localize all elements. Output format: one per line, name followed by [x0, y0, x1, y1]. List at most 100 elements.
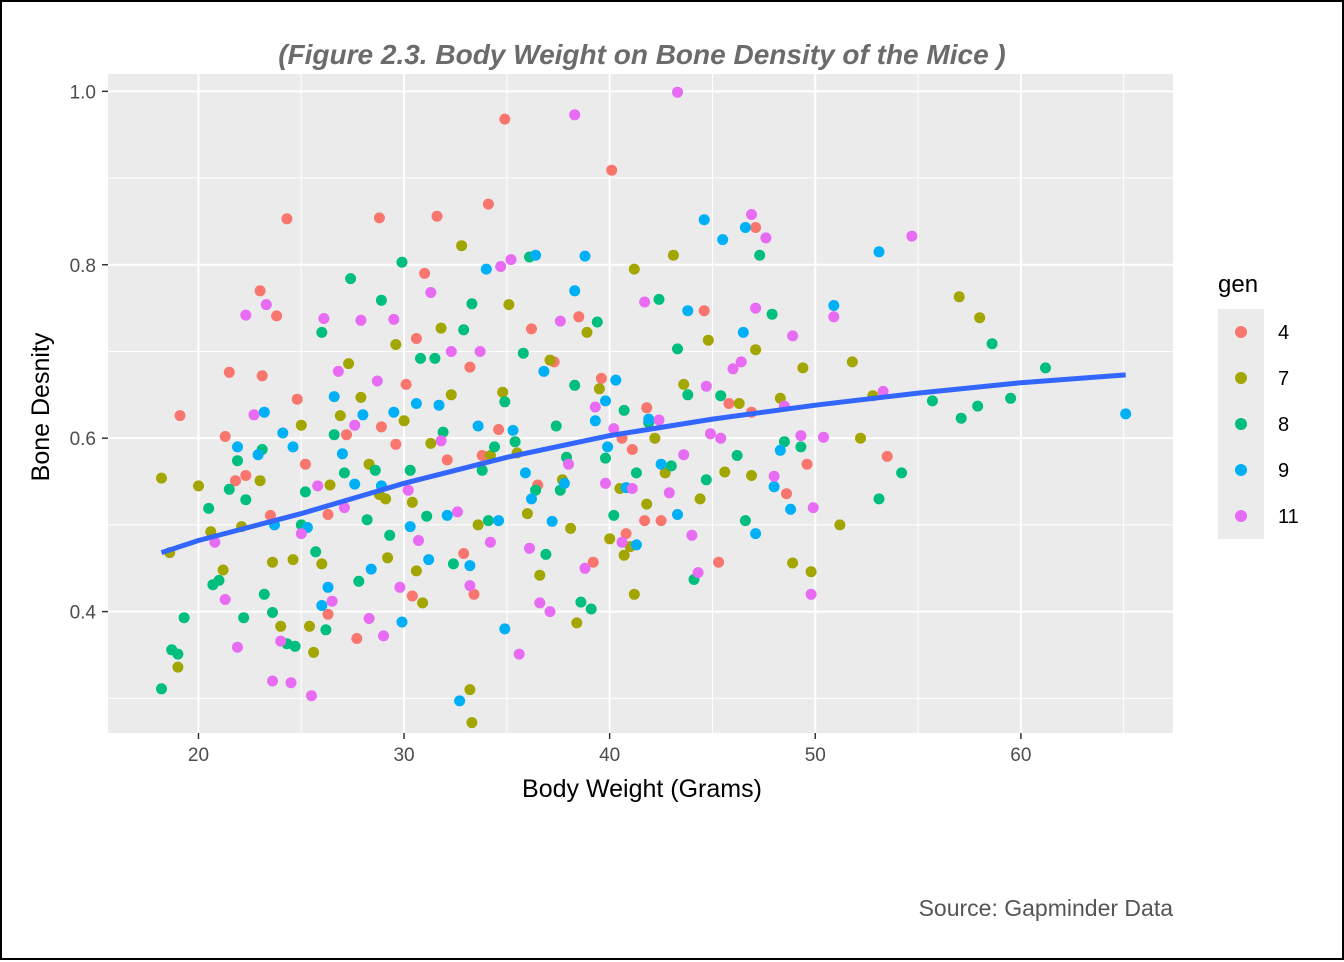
scatter-point	[672, 343, 683, 355]
scatter-point	[380, 493, 392, 505]
scatter-point	[805, 588, 817, 600]
scatter-point	[795, 430, 807, 442]
scatter-point	[544, 354, 556, 366]
scatter-point	[768, 470, 780, 482]
scatter-point	[351, 633, 363, 644]
scatter-point	[213, 574, 225, 586]
scatter-point	[252, 449, 264, 461]
scatter-point	[628, 588, 640, 600]
scatter-point	[649, 432, 661, 444]
scatter-point	[172, 648, 184, 660]
scatter-point	[499, 623, 511, 635]
scatter-point	[737, 326, 749, 338]
legend-title: gen	[1218, 271, 1258, 298]
scatter-point	[818, 431, 829, 443]
scatter-point	[573, 311, 585, 323]
scatter-point	[558, 477, 570, 489]
scatter-point	[256, 370, 268, 382]
scatter-point	[295, 528, 307, 540]
scatter-point	[571, 617, 583, 629]
scatter-point	[739, 222, 751, 233]
scatter-point	[493, 424, 505, 435]
legend-key	[1235, 510, 1247, 522]
scatter-point	[394, 581, 406, 593]
scatter-point	[341, 429, 352, 441]
scatter-point	[285, 677, 297, 689]
scatter-point	[410, 398, 422, 409]
scatter-point	[363, 613, 375, 624]
scatter-point	[896, 467, 908, 479]
scatter-point	[349, 478, 361, 490]
legend-key	[1235, 418, 1247, 430]
scatter-point	[550, 420, 562, 432]
scatter-point	[316, 326, 328, 338]
legend-label: 11	[1278, 506, 1299, 528]
scatter-point	[476, 464, 488, 476]
scatter-point	[489, 441, 500, 453]
scatter-point	[499, 113, 511, 125]
scatter-point	[410, 565, 422, 577]
scatter-point	[700, 474, 712, 486]
scatter-point	[466, 717, 478, 729]
scatter-point	[569, 285, 581, 297]
scatter-point	[353, 575, 365, 587]
scatter-point	[750, 528, 762, 540]
scatter-point	[458, 324, 470, 336]
y-tick-label: 0.8	[70, 256, 96, 277]
scatter-point	[464, 560, 476, 572]
scatter-point	[787, 557, 799, 569]
scatter-point	[390, 438, 402, 450]
scatter-point	[873, 246, 885, 258]
scatter-point	[538, 365, 550, 377]
scatter-point	[429, 352, 441, 364]
scatter-point	[480, 263, 492, 275]
scatter-point	[766, 308, 778, 320]
scatter-point	[579, 250, 591, 262]
scatter-point	[316, 558, 328, 570]
scatter-point	[499, 396, 511, 408]
legend-key	[1235, 326, 1247, 338]
scatter-point	[906, 230, 918, 242]
scatter-point	[299, 486, 311, 498]
scatter-point	[396, 256, 408, 268]
scatter-point	[223, 483, 235, 495]
scatter-point	[641, 498, 653, 510]
scatter-point	[223, 366, 235, 378]
scatter-point	[503, 299, 515, 311]
scatter-point	[805, 566, 817, 578]
scatter-point	[406, 590, 418, 602]
scatter-point	[723, 398, 735, 409]
scatter-point	[324, 479, 336, 491]
scatter-point	[217, 564, 229, 576]
scatter-point	[398, 415, 410, 427]
scatter-point	[287, 441, 299, 453]
scatter-point	[254, 285, 266, 297]
scatter-point	[698, 305, 710, 317]
scatter-point	[308, 646, 320, 658]
scatter-point	[435, 435, 447, 447]
scatter-point	[972, 400, 984, 412]
scatter-point	[618, 549, 630, 561]
trend-line	[160, 372, 1126, 555]
scatter-point	[774, 444, 786, 456]
scatter-point	[219, 431, 231, 442]
scatter-point	[240, 494, 252, 506]
scatter-point	[544, 606, 556, 618]
scatter-point	[454, 695, 466, 707]
scatter-point	[495, 261, 507, 272]
scatter-point	[219, 594, 231, 605]
scatter-point	[530, 249, 542, 261]
scatter-point	[746, 470, 757, 481]
scatter-point	[328, 429, 340, 441]
scatter-point	[643, 413, 655, 425]
scatter-point	[702, 334, 714, 346]
scatter-point	[797, 362, 809, 374]
scatter-point	[338, 502, 350, 514]
scatter-point	[445, 389, 457, 401]
scatter-point	[953, 291, 965, 303]
scatter-point	[472, 420, 484, 432]
scatter-point	[569, 109, 581, 121]
scatter-point	[413, 535, 424, 546]
scatter-point	[785, 503, 797, 515]
